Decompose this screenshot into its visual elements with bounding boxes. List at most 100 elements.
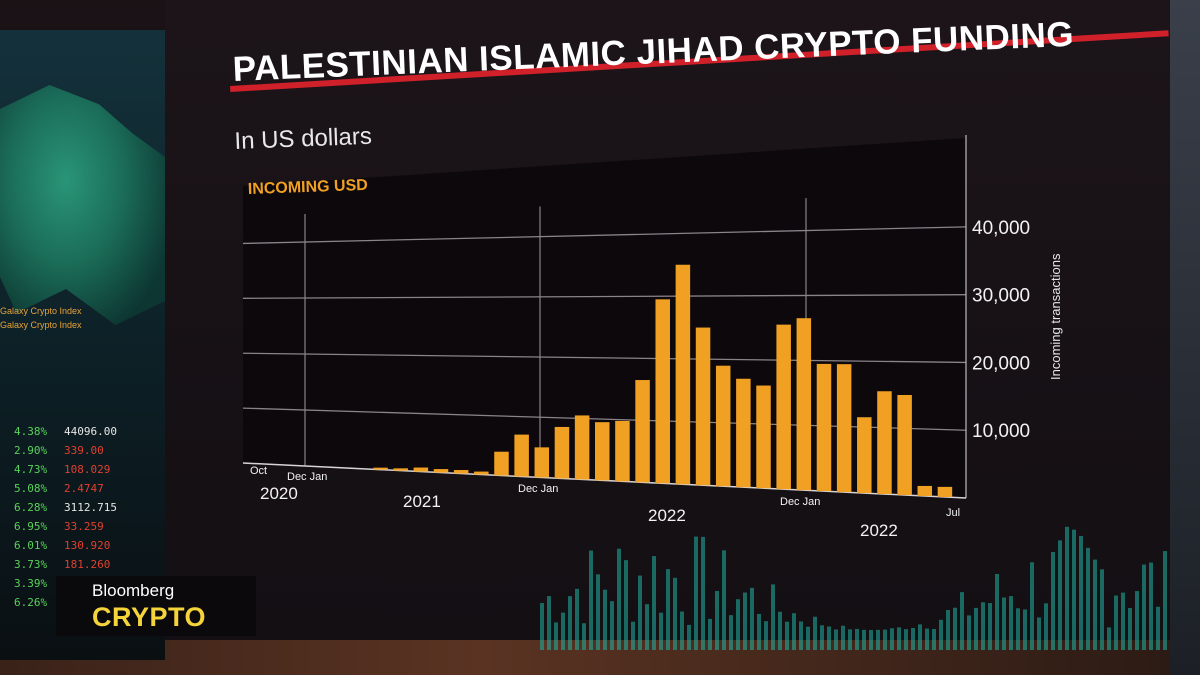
index-label: Galaxy Crypto Index bbox=[0, 320, 82, 330]
ticker-row: 5.08% 2.4747 bbox=[14, 482, 164, 495]
equalizer-bar bbox=[638, 575, 642, 650]
equalizer-bar bbox=[778, 611, 782, 650]
equalizer-bar bbox=[631, 621, 635, 650]
equalizer-bar bbox=[1128, 608, 1132, 650]
equalizer-bar bbox=[701, 536, 705, 650]
equalizer-bar bbox=[1016, 608, 1020, 650]
equalizer-bar bbox=[890, 628, 894, 650]
bar bbox=[857, 417, 872, 494]
equalizer-bar bbox=[785, 621, 789, 650]
equalizer-bar bbox=[1009, 596, 1013, 650]
equalizer-bar bbox=[687, 624, 691, 650]
equalizer-bar bbox=[841, 625, 845, 650]
equalizer-bar bbox=[575, 588, 579, 650]
equalizer-bar bbox=[1023, 609, 1027, 650]
ticker-percent: 4.73% bbox=[14, 463, 48, 476]
equalizer-bar bbox=[624, 560, 628, 650]
equalizer-bar bbox=[666, 569, 670, 650]
gridline bbox=[242, 294, 967, 299]
bar bbox=[715, 365, 731, 487]
y-tick-label: 30,000 bbox=[972, 286, 1030, 307]
equalizer-bar bbox=[1065, 526, 1069, 650]
ticker-percent: 6.95% bbox=[14, 520, 48, 533]
equalizer-bar bbox=[988, 603, 992, 650]
equalizer-bar bbox=[1093, 559, 1097, 650]
show-name: CRYPTO bbox=[92, 602, 207, 632]
ticker-value: 2.4747 bbox=[64, 482, 104, 495]
ticker-row: 3.39% bbox=[14, 577, 164, 590]
equalizer-bar bbox=[967, 615, 971, 650]
equalizer-bar bbox=[729, 615, 733, 650]
bar bbox=[695, 327, 711, 486]
ticker-row: 6.28% 3112.715 bbox=[14, 501, 164, 514]
left-wall-display: Galaxy Crypto Index Galaxy Crypto Index … bbox=[0, 30, 165, 660]
bar bbox=[595, 422, 610, 481]
bar bbox=[736, 378, 751, 488]
equalizer-bar bbox=[722, 550, 726, 650]
equalizer-bar bbox=[1051, 551, 1055, 650]
gridline bbox=[242, 226, 967, 245]
equalizer-bar bbox=[659, 612, 663, 650]
equalizer-bar bbox=[813, 616, 817, 650]
bar bbox=[776, 324, 791, 490]
gridline bbox=[242, 352, 967, 364]
year-label: 2020 bbox=[260, 484, 298, 503]
equalizer-bar bbox=[855, 628, 859, 650]
bar bbox=[756, 385, 771, 489]
right-wall-panel bbox=[1170, 0, 1200, 675]
bar bbox=[877, 391, 892, 495]
equalizer-bar bbox=[764, 621, 768, 650]
ticker-value: 108.029 bbox=[64, 463, 111, 476]
equalizer-bar bbox=[1156, 606, 1160, 650]
equalizer-bar bbox=[680, 611, 684, 650]
bar bbox=[836, 364, 852, 493]
brand-name: Bloomberg bbox=[92, 581, 175, 600]
bar bbox=[514, 434, 529, 477]
bar bbox=[574, 415, 590, 480]
bar bbox=[675, 264, 691, 485]
equalizer-bar bbox=[547, 596, 551, 650]
y-tick-label: 20,000 bbox=[972, 353, 1030, 374]
equalizer-bar bbox=[918, 624, 922, 650]
equalizer-bar bbox=[1114, 595, 1118, 650]
ticker-percent: 2.90% bbox=[14, 444, 48, 457]
equalizer-bar bbox=[750, 587, 754, 650]
equalizer-bar bbox=[995, 573, 999, 650]
equalizer-bar bbox=[820, 625, 824, 650]
equalizer-bar bbox=[1107, 627, 1111, 650]
equalizer-bar bbox=[792, 613, 796, 650]
equalizer-bar bbox=[554, 622, 558, 650]
bar bbox=[897, 395, 912, 496]
equalizer-bar bbox=[1149, 562, 1153, 650]
equalizer-bar bbox=[960, 592, 964, 650]
equalizer-bar bbox=[652, 556, 656, 650]
ticker-row: 6.01% 130.920 bbox=[14, 539, 164, 552]
equalizer-bar bbox=[589, 550, 593, 650]
bar bbox=[413, 467, 429, 472]
ticker-row: 4.38% 44096.00 bbox=[14, 425, 164, 438]
equalizer-bar bbox=[673, 577, 677, 650]
equalizer-bar bbox=[953, 607, 957, 650]
ticker-row: 4.73% 108.029 bbox=[14, 463, 164, 476]
year-label: 2022 bbox=[860, 521, 898, 540]
ticker-row: 6.26% bbox=[14, 596, 164, 609]
x-tick-label: Dec Jan bbox=[780, 496, 820, 508]
equalizer-bar bbox=[715, 590, 719, 650]
equalizer-bar bbox=[771, 584, 775, 650]
series-label: INCOMING USD bbox=[248, 177, 369, 198]
equalizer-bar bbox=[610, 601, 614, 650]
ticker-row: 2.90% 339.00 bbox=[14, 444, 164, 457]
bloomberg-crypto-logo: Bloomberg CRYPTO bbox=[56, 576, 256, 636]
equalizer-bar bbox=[869, 629, 873, 650]
equalizer-bar bbox=[1058, 540, 1062, 650]
ticker-percent: 4.38% bbox=[14, 425, 48, 438]
equalizer-bar bbox=[974, 607, 978, 650]
equalizer-bar bbox=[540, 603, 544, 650]
ticker-percent: 6.01% bbox=[14, 539, 48, 552]
equalizer-bar bbox=[1100, 569, 1104, 650]
equalizer-bar bbox=[743, 592, 747, 650]
bar bbox=[937, 486, 953, 497]
equalizer-bar bbox=[568, 596, 572, 650]
equalizer-bar bbox=[911, 627, 915, 650]
